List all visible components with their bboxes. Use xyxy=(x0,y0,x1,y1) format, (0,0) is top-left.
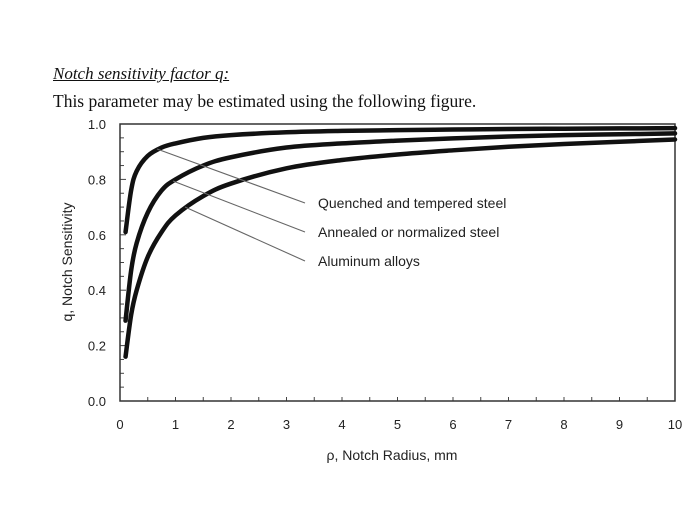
legend: Quenched and tempered steel Annealed or n… xyxy=(318,195,506,269)
curve-aluminum-alloys xyxy=(123,137,678,359)
plot-frame xyxy=(119,123,676,402)
x-tick-label: 2 xyxy=(227,417,234,432)
y-tick-label: 1.0 xyxy=(88,117,106,132)
x-tick-label: 9 xyxy=(616,417,623,432)
y-tick-label: 0.2 xyxy=(88,339,106,354)
leader-line xyxy=(184,206,306,262)
y-tick-label: 0.0 xyxy=(88,394,106,409)
x-tick-label: 4 xyxy=(338,417,345,432)
y-tick-label: 0.8 xyxy=(88,172,106,187)
legend-label: Annealed or normalized steel xyxy=(318,224,499,240)
x-axis-title: ρ, Notch Radius, mm xyxy=(327,447,458,463)
legend-label: Quenched and tempered steel xyxy=(318,195,506,211)
x-tick-label: 5 xyxy=(394,417,401,432)
curve-quenched-and-tempered-steel xyxy=(123,125,678,235)
legend-label: Aluminum alloys xyxy=(318,253,420,269)
x-tick-label: 8 xyxy=(560,417,567,432)
section-description: This parameter may be estimated using th… xyxy=(53,91,477,111)
data-curves xyxy=(123,125,678,359)
leader-line xyxy=(156,148,306,204)
x-tick-label: 10 xyxy=(668,417,682,432)
y-tick-label: 0.4 xyxy=(88,283,106,298)
y-axis-title: q, Notch Sensitivity xyxy=(59,202,75,321)
x-axis-ticks: 0 1 2 3 4 5 6 7 8 9 10 xyxy=(116,397,682,432)
section-heading: Notch sensitivity factor q: xyxy=(53,64,230,83)
curve-annealed-or-normalized-steel xyxy=(123,131,678,323)
leader-line xyxy=(172,180,306,233)
x-tick-label: 0 xyxy=(116,417,123,432)
y-tick-label: 0.6 xyxy=(88,228,106,243)
x-tick-label: 7 xyxy=(505,417,512,432)
x-tick-label: 1 xyxy=(172,417,179,432)
legend-leader-lines xyxy=(156,148,306,262)
x-tick-label: 6 xyxy=(449,417,456,432)
x-tick-label: 3 xyxy=(283,417,290,432)
